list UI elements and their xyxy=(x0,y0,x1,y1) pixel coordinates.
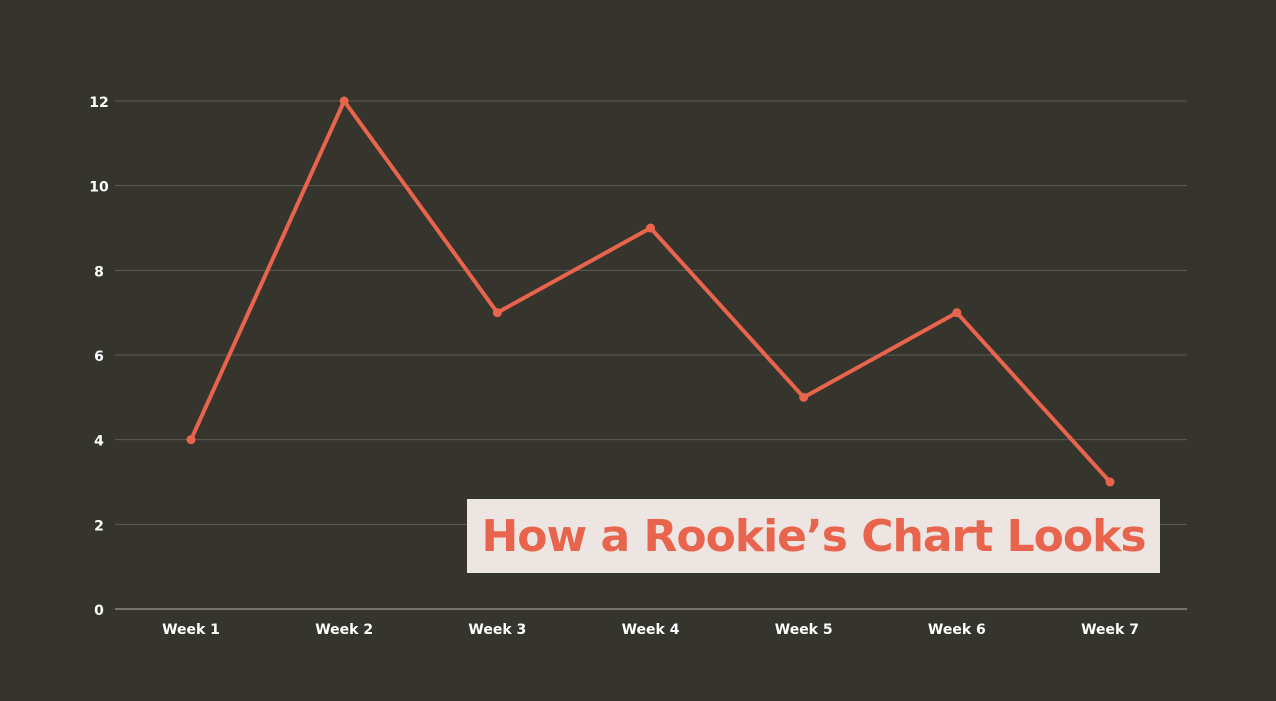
data-point xyxy=(339,96,349,106)
data-point xyxy=(952,308,962,318)
chart-title-box: How a Rookie’s Chart Looks xyxy=(467,499,1160,573)
x-tick-label: Week 6 xyxy=(928,622,986,638)
y-tick-label: 12 xyxy=(89,95,108,111)
y-tick-label: 2 xyxy=(94,518,104,534)
series-line xyxy=(189,99,1113,484)
data-point xyxy=(646,223,656,233)
y-axis-ticks: 0 2 4 6 8 10 12 xyxy=(89,95,109,619)
y-tick-label: 8 xyxy=(94,264,104,280)
data-points xyxy=(186,96,1115,487)
x-tick-label: Week 5 xyxy=(775,622,833,638)
y-tick-label: 0 xyxy=(94,603,104,619)
data-point xyxy=(492,308,502,318)
x-tick-label: Week 4 xyxy=(622,622,680,638)
data-point xyxy=(186,435,196,445)
x-tick-label: Week 2 xyxy=(315,622,373,638)
y-tick-label: 6 xyxy=(94,349,104,365)
grid-lines xyxy=(115,100,1187,610)
series-line-path xyxy=(189,99,1113,484)
chart-title: How a Rookie’s Chart Looks xyxy=(481,510,1146,562)
y-tick-label: 10 xyxy=(89,180,109,196)
x-tick-label: Week 3 xyxy=(468,622,526,638)
x-axis-ticks: Week 1 Week 2 Week 3 Week 4 Week 5 Week 6 Week… xyxy=(162,622,1139,638)
x-tick-label: Week 1 xyxy=(162,622,220,638)
y-tick-label: 4 xyxy=(94,434,104,450)
x-tick-label: Week 7 xyxy=(1081,622,1139,638)
data-point xyxy=(1105,477,1115,487)
data-point xyxy=(799,392,809,402)
